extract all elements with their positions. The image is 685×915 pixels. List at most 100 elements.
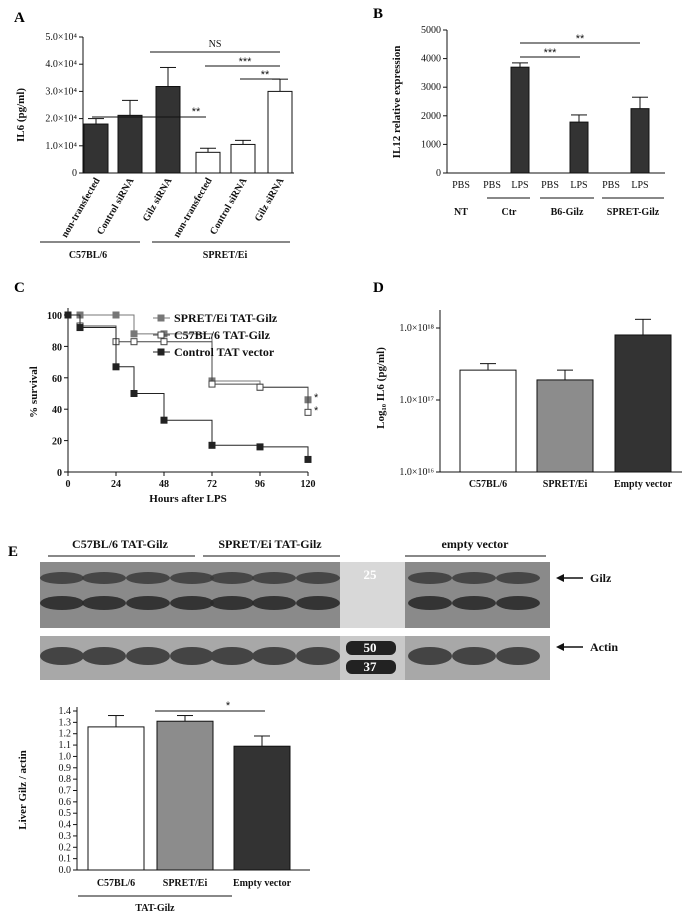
chart-c-legend-marker: [157, 348, 165, 356]
blot-actin-band: [496, 647, 540, 665]
blot-gilz-band-upper: [452, 572, 496, 584]
chart-c-legend-marker: [157, 331, 165, 339]
chart-e-xtick-label: Empty vector: [233, 878, 292, 889]
blot-gilz-band-lower: [296, 596, 340, 610]
blot-group-1: C57BL/6 TAT-Gilz: [72, 537, 169, 551]
blot-gilz-band-lower: [210, 596, 254, 610]
chart-e-ytick-label: 0.1: [59, 854, 72, 865]
chart-a: IL6 (pg/ml) 0 1.0×10⁴ 2.0×10⁴ 3.0×10⁴ 4.0×10…: [15, 32, 294, 261]
chart-e-ytick-label: 1.4: [59, 706, 72, 717]
chart-b-sig-1: ***: [544, 47, 558, 59]
arrow-actin-head: [556, 643, 564, 651]
chart-c-xtick-label: 48: [159, 479, 169, 490]
chart-c-point: [130, 390, 138, 397]
blot-actin-band: [408, 647, 452, 665]
chart-e-ytick-label: 0.0: [59, 865, 72, 876]
blot-gilz-band-upper: [82, 572, 126, 584]
blot-gilz-band-upper: [296, 572, 340, 584]
chart-e-bar: [156, 720, 214, 871]
chart-e-xtick-label: SPRET/Ei: [163, 878, 208, 889]
chart-d-bar: [459, 369, 517, 473]
blot-group-2: SPRET/Ei TAT-Gilz: [218, 537, 322, 551]
chart-e-sig-1: *: [226, 700, 231, 712]
chart-b-bar: [510, 66, 530, 174]
chart-a-ytick-label: 5.0×10⁴: [45, 32, 77, 43]
blot-gilz-band-lower: [452, 596, 496, 610]
chart-d-bar: [536, 379, 594, 473]
blot-gilz-band-lower: [40, 596, 84, 610]
chart-c-point: [304, 408, 312, 416]
chart-c-legend-marker: [157, 314, 165, 322]
panel-label-d: D: [373, 280, 384, 296]
chart-c-point: [130, 330, 138, 338]
chart-c-ytick-label: 20: [52, 437, 62, 448]
chart-c-legend-label: C57BL/6 TAT-Gilz: [174, 328, 271, 342]
chart-d-bar: [614, 334, 672, 473]
chart-d-ytick-label: 1.0×10¹⁶: [399, 467, 434, 478]
chart-c-point: [112, 363, 120, 371]
chart-c-ytick-label: 60: [52, 374, 62, 385]
blot-gilz-band-upper: [252, 572, 296, 584]
panel-label-a: A: [14, 10, 25, 26]
chart-b-ylabel: IL12 relative expression: [391, 46, 403, 159]
arrow-gilz-head: [556, 574, 564, 582]
chart-d-xtick-label: SPRET/Ei: [543, 479, 588, 490]
chart-d: Log₁₀ IL6 (pg/ml) 1.0×10¹⁶ 1.0×10¹⁷ 1.0×10…: [375, 310, 682, 490]
blot-gilz-band-upper: [40, 572, 84, 584]
chart-b-bar: [630, 108, 650, 174]
chart-a-bar: [267, 90, 293, 174]
chart-c-point: [208, 380, 216, 388]
blot-gilz-band-lower: [252, 596, 296, 610]
chart-b-ytick-label: 0: [436, 168, 441, 179]
chart-e-group-1: TAT-Gilz: [135, 903, 175, 914]
blot-actin-band: [452, 647, 496, 665]
chart-a-bar: [83, 123, 109, 174]
chart-a-ytick-label: 0: [72, 168, 77, 179]
chart-d-ytick-label: 1.0×10¹⁷: [399, 395, 434, 406]
chart-b-group-3: B6-Gilz: [551, 207, 584, 218]
chart-a-sig-3: ***: [239, 56, 253, 68]
blot-marker-37: 37: [364, 659, 378, 674]
blot-gilz-band-lower: [496, 596, 540, 610]
blot-actin-band: [252, 647, 296, 665]
chart-b-ytick-label: 5000: [421, 25, 441, 36]
chart-c-xtick-label: 120: [301, 479, 316, 490]
blot-actin-band: [40, 647, 84, 665]
chart-a-xtick-label: Gilz siRNA: [141, 175, 175, 223]
blot-marker-37-band: [346, 660, 396, 674]
chart-a-ytick-label: 2.0×10⁴: [45, 114, 77, 125]
chart-b-xtick-label: PBS: [483, 180, 501, 191]
chart-e-bar: [233, 745, 291, 871]
chart-c-sig-1: *: [314, 392, 319, 404]
blot-marker-50: 50: [364, 640, 377, 655]
chart-a-sig-2: NS: [209, 39, 222, 50]
blot-actin-band: [82, 647, 126, 665]
chart-a-xtick-label: Control siRNA: [95, 175, 137, 237]
blot-gilz-band-lower: [126, 596, 170, 610]
chart-b-xtick-label: PBS: [541, 180, 559, 191]
chart-e-ytick-label: 1.3: [59, 717, 72, 728]
chart-b-group-2: Ctr: [502, 207, 518, 218]
chart-a-ylabel: IL6 (pg/ml): [15, 88, 27, 142]
blot-actin-band: [170, 647, 214, 665]
chart-e-ytick-label: 0.2: [59, 842, 72, 853]
blot-gilz-band-upper: [126, 572, 170, 584]
blot-gilz-band-upper: [210, 572, 254, 584]
chart-c-ytick-label: 80: [52, 342, 62, 353]
blot-gilz-band-lower: [82, 596, 126, 610]
chart-c-ytick-label: 0: [57, 468, 62, 479]
chart-a-group-1: C57BL/6: [69, 250, 107, 261]
blot-band-label-actin: Actin: [590, 640, 618, 654]
blot-gilz-band-upper: [170, 572, 214, 584]
blot-marker-25: 25: [364, 567, 378, 582]
chart-e-ytick-label: 1.1: [59, 740, 72, 751]
panel-label-b: B: [373, 6, 383, 22]
chart-c-point: [112, 311, 120, 319]
chart-b-group-4: SPRET-Gilz: [607, 207, 660, 218]
chart-a-xtick-label: Gilz siRNA: [253, 175, 287, 223]
chart-e-ytick-label: 0.9: [59, 763, 72, 774]
chart-c-point: [76, 324, 84, 332]
chart-b-bar: [569, 121, 589, 174]
chart-a-ytick-label: 1.0×10⁴: [45, 141, 77, 152]
